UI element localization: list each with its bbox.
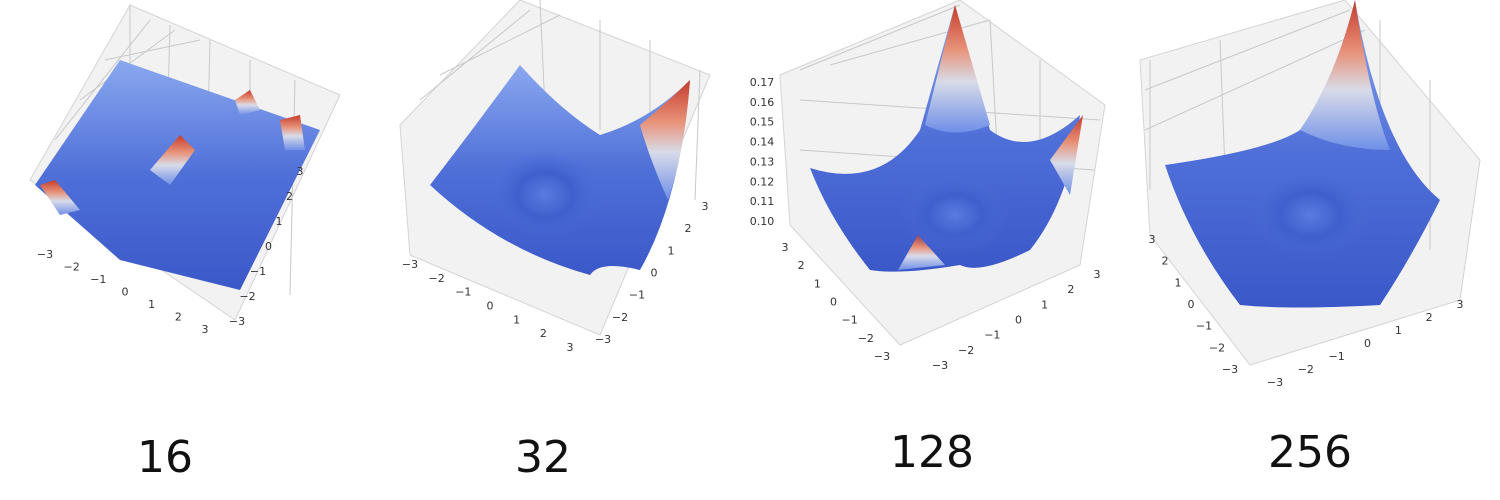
x-tick-label: −2 (64, 261, 80, 274)
y-tick-label: −2 (858, 332, 874, 345)
y-tick-label: 1 (276, 215, 283, 228)
x-tick-label: −1 (90, 273, 106, 286)
z-tick-label: 0.14 (750, 136, 775, 149)
z-tick-label: 0.10 (750, 215, 775, 228)
y-tick-label: 3 (297, 165, 304, 178)
surface-peak (150, 135, 195, 185)
x-tick-label: −3 (37, 248, 53, 261)
y-tick-label: −1 (1196, 320, 1212, 333)
x-tick-label: −3 (402, 258, 418, 271)
surface (35, 60, 320, 290)
y-tick-label: 2 (798, 259, 805, 272)
panel-caption: 256 (1268, 427, 1352, 478)
y-tick-label: 2 (1162, 255, 1169, 268)
x-tick-label: 3 (202, 323, 209, 336)
x-tick-label: −2 (958, 344, 974, 357)
surface-peak (40, 180, 80, 215)
surface-peak (925, 5, 990, 133)
y-tick-label: −3 (229, 315, 245, 328)
y-tick-label: 3 (702, 200, 709, 213)
x-tick-label: 1 (148, 298, 155, 311)
x-tick-label: −1 (1329, 350, 1345, 363)
x-tick-label: 1 (1395, 324, 1402, 337)
panel-128 (779, 0, 1106, 346)
z-tick-label: 0.13 (750, 155, 775, 168)
y-tick-label: 0 (830, 296, 837, 309)
surface-peak (235, 90, 260, 115)
x-tick-label: 2 (540, 327, 547, 340)
z-tick-label: 0.15 (750, 116, 775, 129)
x-tick-label: 3 (1457, 298, 1464, 311)
x-tick-label: 2 (1067, 283, 1074, 296)
z-tick-label: 0.16 (750, 96, 775, 109)
x-tick-label: −2 (1298, 363, 1314, 376)
x-tick-label: −3 (1267, 376, 1283, 389)
x-tick-label: 3 (1094, 268, 1101, 281)
y-tick-label: 0 (651, 267, 658, 280)
x-tick-label: −2 (429, 272, 445, 285)
y-tick-label: −3 (595, 333, 611, 346)
y-tick-label: 1 (1175, 276, 1182, 289)
x-tick-label: 0 (487, 300, 494, 313)
y-tick-label: 0 (1188, 298, 1195, 311)
panel-caption: 16 (137, 432, 193, 483)
surface-peak (898, 235, 945, 270)
y-tick-label: −3 (874, 350, 890, 363)
x-tick-label: 1 (1041, 298, 1048, 311)
y-tick-label: 1 (814, 277, 821, 290)
grid (419, 0, 701, 201)
z-tick-label: 0.17 (750, 76, 775, 89)
y-tick-label: −1 (250, 265, 266, 278)
x-tick-label: 2 (1426, 311, 1433, 324)
panel-caption: 32 (515, 432, 571, 483)
surface-peak (1050, 115, 1083, 195)
panel-32 (399, 0, 711, 336)
panel-16 (29, 4, 341, 321)
x-tick-label: 3 (567, 341, 574, 354)
y-tick-label: 1 (668, 244, 675, 257)
x-tick-label: 0 (1015, 314, 1022, 327)
y-tick-label: −2 (239, 290, 255, 303)
y-tick-label: −3 (1222, 363, 1238, 376)
x-tick-label: −1 (984, 329, 1000, 342)
y-tick-label: 3 (782, 241, 789, 254)
surface-swirl (900, 175, 1010, 255)
x-tick-label: 0 (1364, 337, 1371, 350)
y-tick-label: −1 (842, 314, 858, 327)
surface-peak (640, 80, 690, 200)
x-tick-label: −3 (932, 359, 948, 372)
panel-caption: 128 (890, 427, 974, 478)
y-tick-label: −2 (1209, 341, 1225, 354)
z-tick-label: 0.11 (750, 195, 775, 208)
surface-peak (280, 115, 305, 150)
y-tick-label: −1 (629, 289, 645, 302)
x-tick-label: −1 (455, 286, 471, 299)
panel-256 (1139, 0, 1481, 366)
surface-peak (1300, 0, 1390, 150)
surface (1165, 0, 1440, 308)
surface (810, 5, 1080, 272)
y-tick-label: 2 (685, 222, 692, 235)
z-tick-label: 0.12 (750, 175, 775, 188)
y-tick-label: 3 (1149, 233, 1156, 246)
x-tick-label: 2 (175, 311, 182, 324)
y-tick-label: −2 (612, 311, 628, 324)
surface-swirl (490, 150, 600, 240)
x-tick-label: 1 (513, 313, 520, 326)
y-tick-label: 0 (265, 240, 272, 253)
surface-swirl (1250, 170, 1370, 260)
x-tick-label: 0 (122, 286, 129, 299)
y-tick-label: 2 (286, 190, 293, 203)
